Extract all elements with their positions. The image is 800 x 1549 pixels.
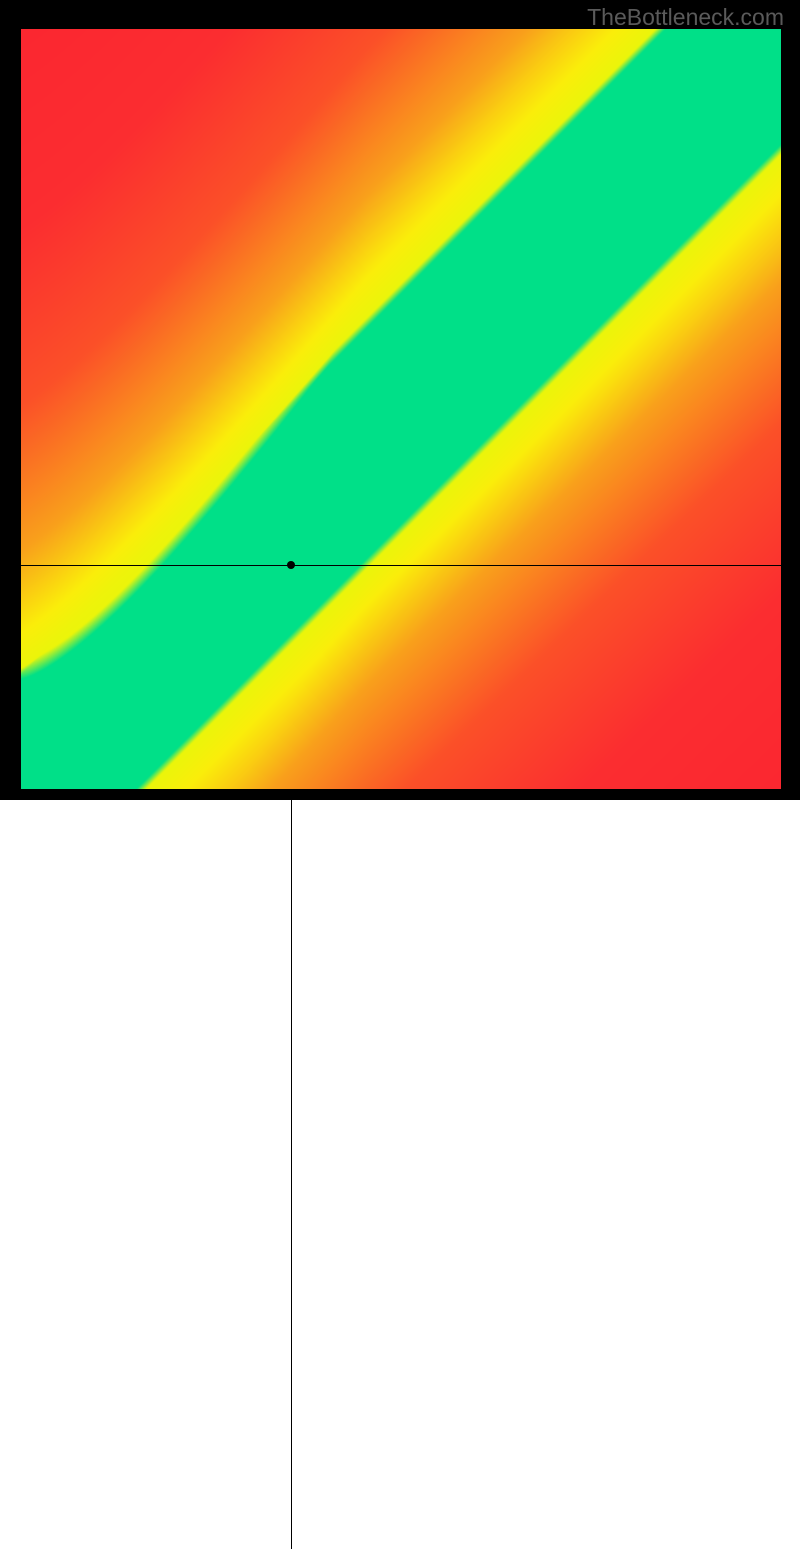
heatmap-canvas	[21, 29, 781, 789]
watermark-text: TheBottleneck.com	[587, 4, 784, 31]
chart-container: TheBottleneck.com	[0, 0, 800, 800]
heatmap-plot	[21, 29, 781, 789]
crosshair-horizontal	[21, 565, 781, 566]
crosshair-vertical	[291, 789, 292, 1549]
data-point-marker	[287, 561, 295, 569]
